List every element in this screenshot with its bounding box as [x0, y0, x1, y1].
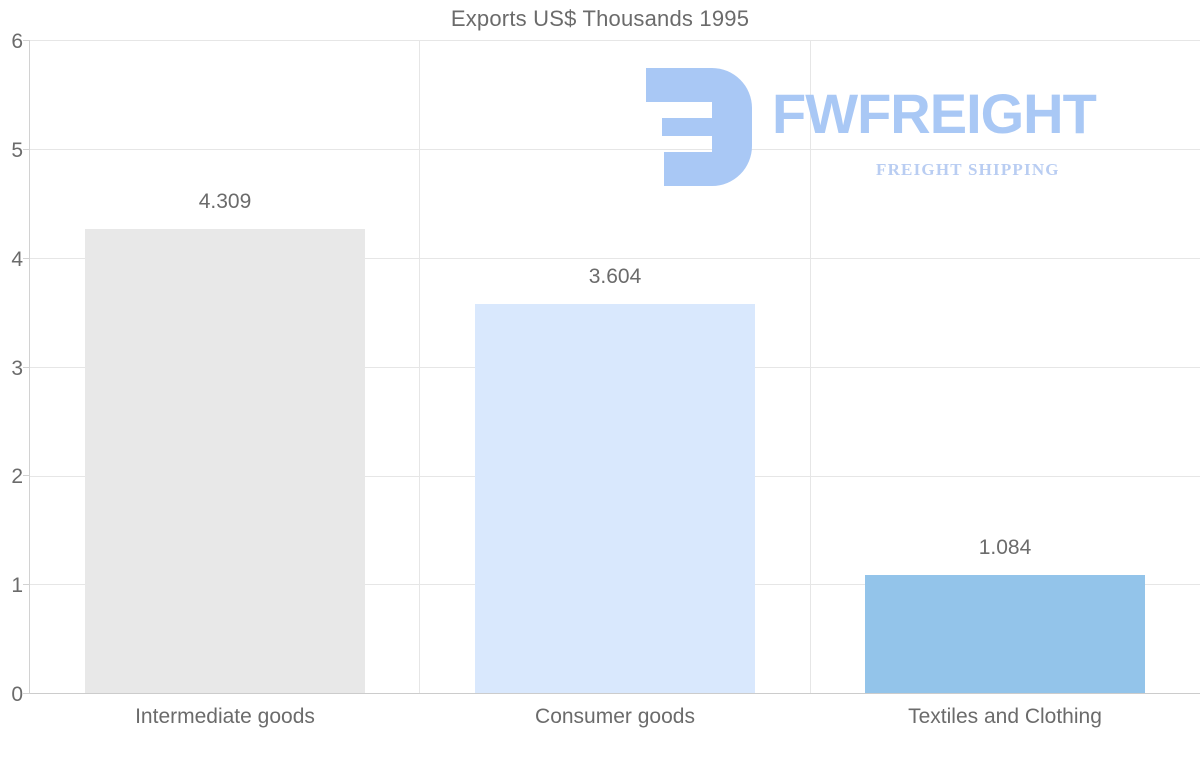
y-tick-label-0: 0	[11, 683, 23, 706]
y-tickmark-4	[23, 258, 30, 259]
bar-value-label-intermediate-goods: 4.309	[198, 190, 252, 213]
gridline-x-1	[419, 40, 420, 693]
gridline-x-2	[810, 40, 811, 693]
chart-title: Exports US$ Thousands 1995	[450, 6, 750, 31]
y-axis-ticks: 6 5 4 3 2 1 0	[0, 0, 30, 763]
gridline-y-6	[29, 40, 1200, 41]
y-tickmark-1	[23, 584, 30, 585]
bar-value-label-textiles-and-clothing: 1.084	[978, 536, 1032, 559]
y-tick-label-3: 3	[11, 357, 23, 380]
bar-intermediate-goods[interactable]	[85, 229, 365, 693]
y-tickmark-3	[23, 367, 30, 368]
x-axis-line	[29, 693, 1200, 694]
gridline-y-5	[29, 149, 1200, 150]
x-tick-label-intermediate-goods: Intermediate goods	[135, 705, 315, 728]
y-tick-label-6: 6	[11, 30, 23, 53]
bar-value-label-consumer-goods: 3.604	[588, 265, 642, 288]
y-tickmark-6	[23, 40, 30, 41]
bar-consumer-goods[interactable]	[475, 304, 755, 693]
y-tickmark-2	[23, 475, 30, 476]
x-tick-label-textiles-and-clothing: Textiles and Clothing	[908, 705, 1102, 728]
y-tick-label-1: 1	[11, 574, 23, 597]
y-tick-label-5: 5	[11, 139, 23, 162]
y-tickmark-0	[23, 693, 30, 694]
x-tick-label-consumer-goods: Consumer goods	[535, 705, 695, 728]
gridline-y-4	[29, 258, 1200, 259]
y-tick-label-4: 4	[11, 248, 23, 271]
y-tickmark-5	[23, 149, 30, 150]
bar-textiles-and-clothing[interactable]	[865, 575, 1145, 693]
y-tick-label-2: 2	[11, 465, 23, 488]
